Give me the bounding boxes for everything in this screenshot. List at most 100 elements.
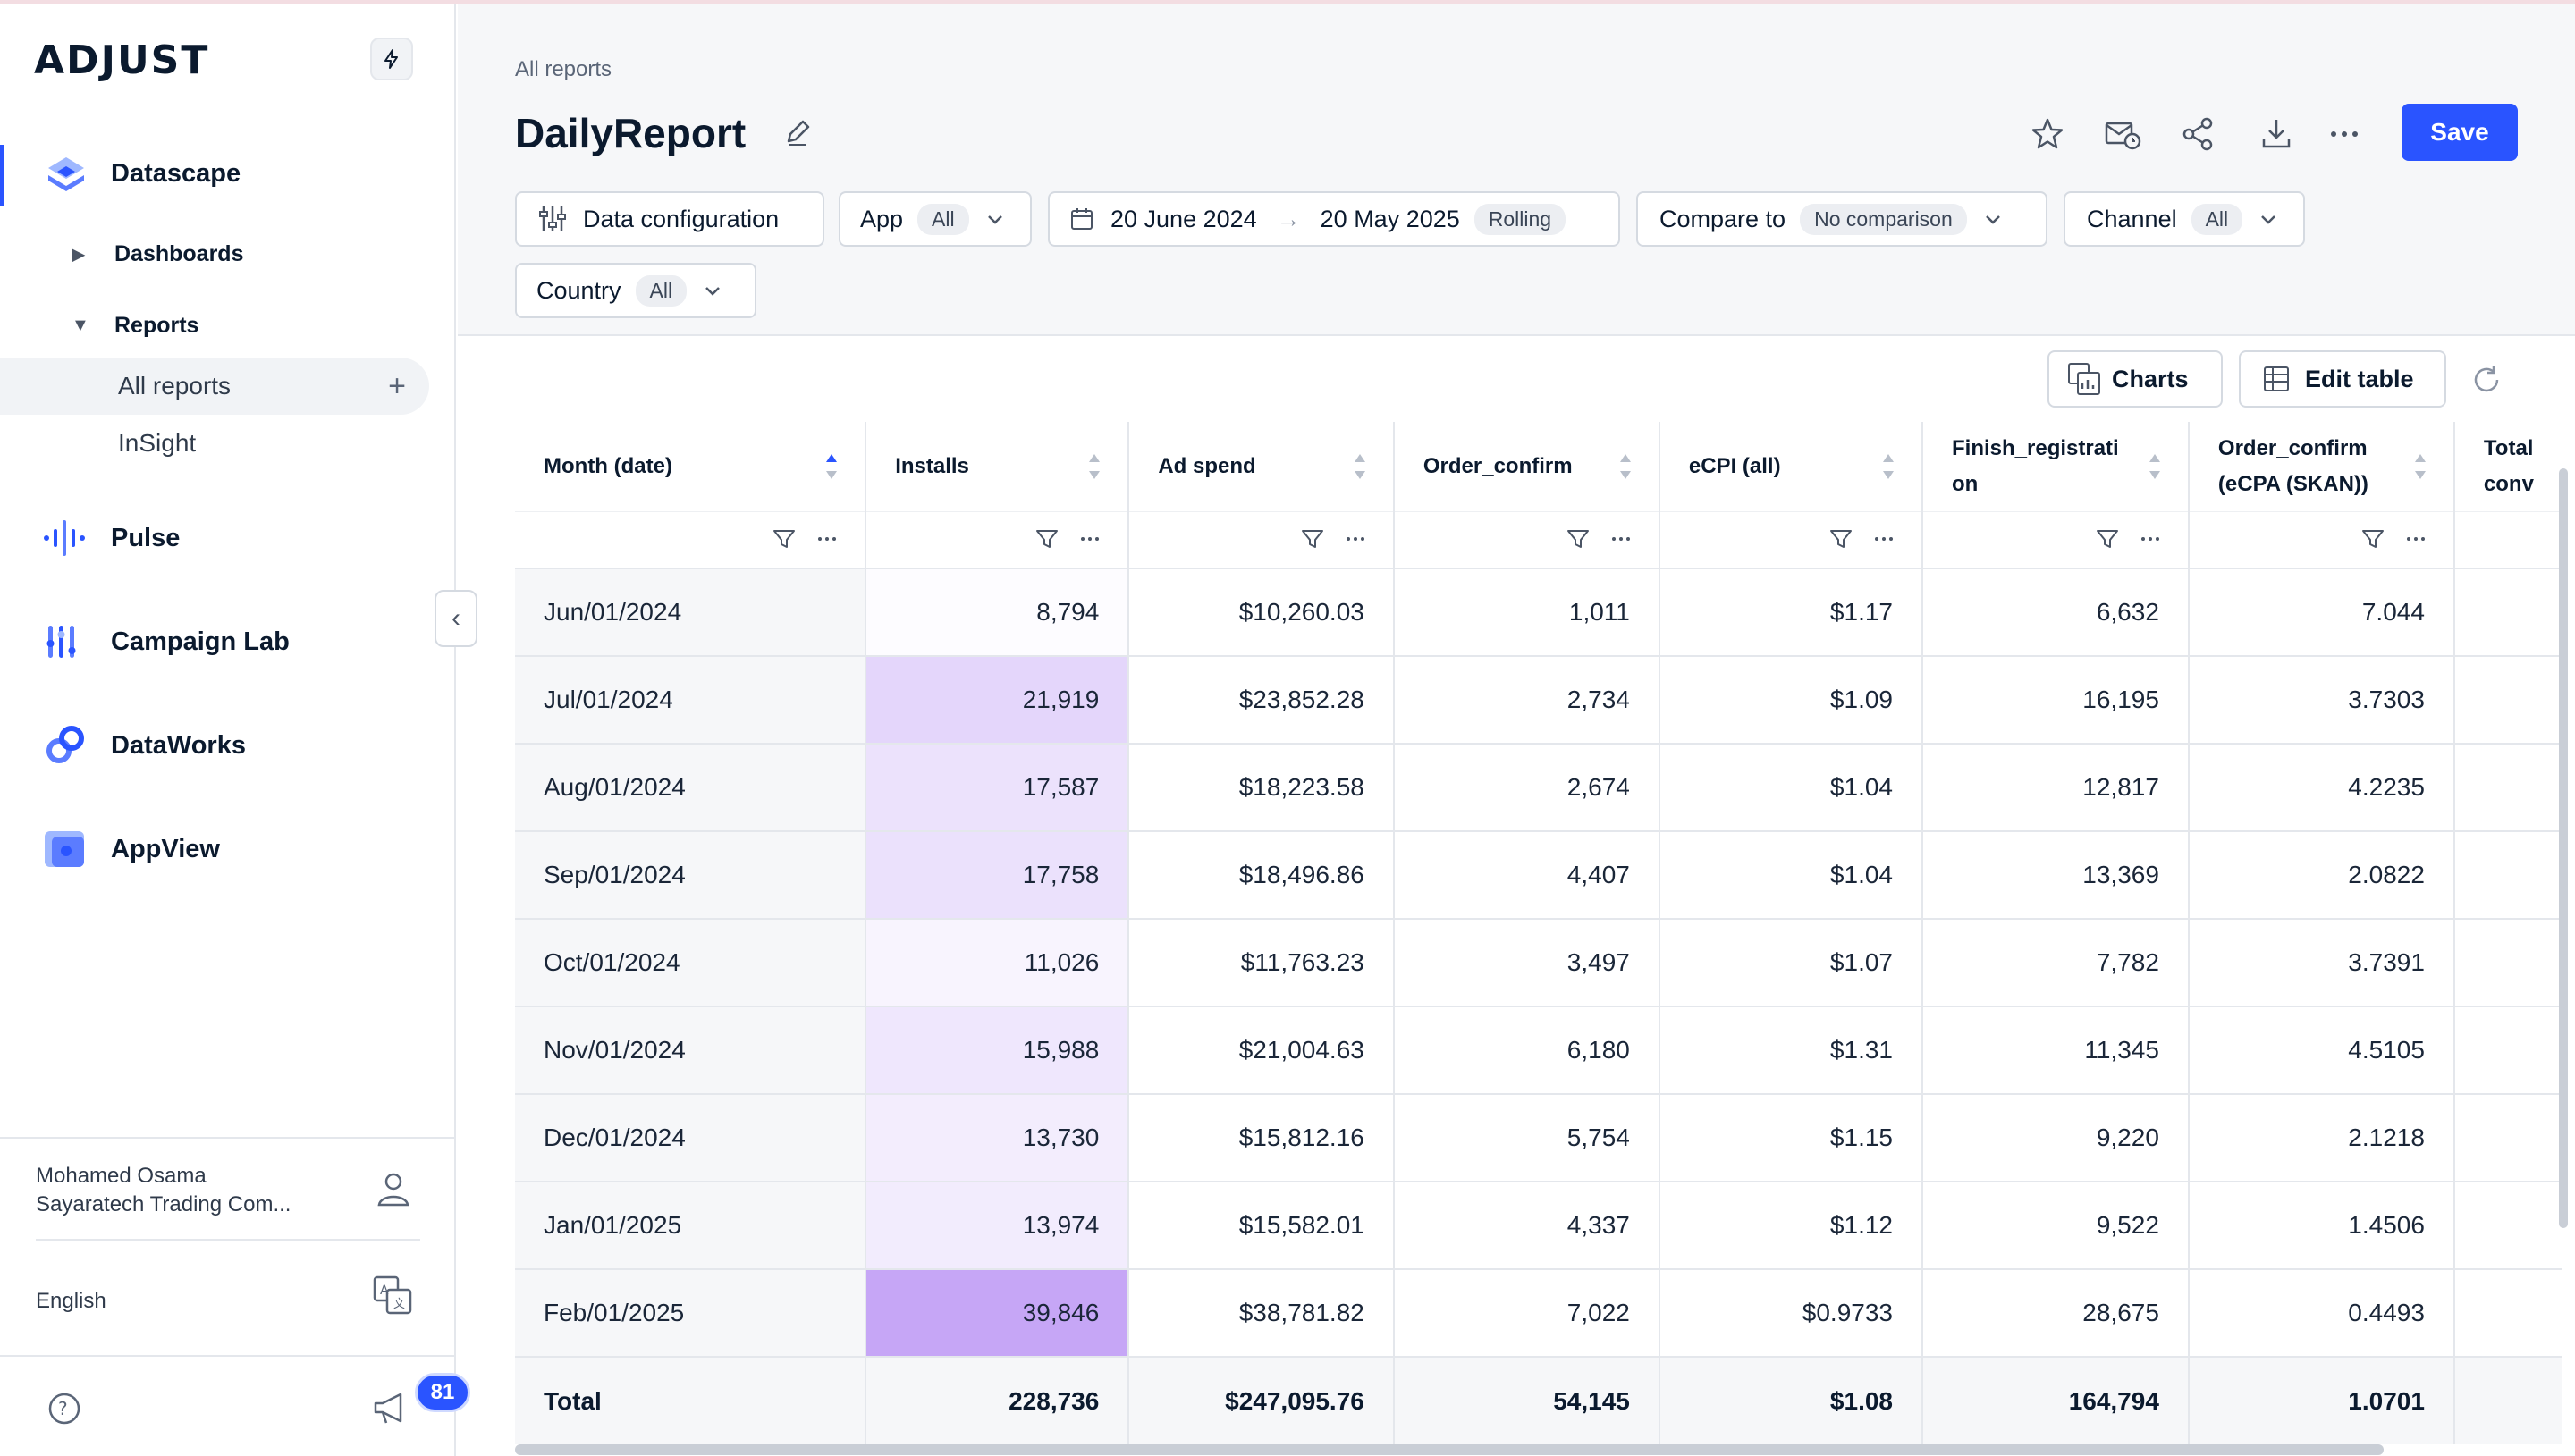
- column-menu-icon[interactable]: [816, 526, 838, 551]
- table-cell: [2453, 831, 2562, 920]
- total-cell: 228,736: [865, 1357, 1130, 1444]
- column-menu-icon[interactable]: [2405, 526, 2427, 551]
- column-header[interactable]: Order_confirm (eCPA (SKAN)): [2188, 422, 2455, 512]
- table-row[interactable]: Jun/01/2024 8,794 $10,260.03 1,011 $1.17 6,63…: [515, 568, 2562, 657]
- column-menu-icon[interactable]: [1079, 526, 1101, 551]
- sort-icon[interactable]: [2412, 450, 2428, 483]
- filter-icon[interactable]: [2360, 526, 2385, 551]
- column-header[interactable]: Total conv: [2453, 422, 2562, 512]
- nav-dataworks[interactable]: DataWorks: [0, 711, 454, 779]
- more-options-icon[interactable]: [2325, 114, 2364, 154]
- column-header[interactable]: Month (date): [515, 422, 867, 512]
- total-cell: $1.08: [1659, 1357, 1924, 1444]
- nav-all-reports-label: All reports: [118, 372, 232, 400]
- adjust-logo[interactable]: ADJUST: [34, 38, 210, 83]
- language-label[interactable]: English: [36, 1289, 106, 1313]
- table-cell: 11,026: [865, 919, 1130, 1007]
- collapse-sidebar-button[interactable]: ‹: [435, 590, 477, 647]
- download-icon[interactable]: [2257, 114, 2296, 154]
- filter-icon[interactable]: [1300, 526, 1325, 551]
- column-header-label-line2: (eCPA (SKAN)): [2217, 471, 2368, 496]
- translate-icon[interactable]: A文: [372, 1275, 413, 1316]
- add-report-icon[interactable]: +: [388, 368, 406, 403]
- nav-pulse[interactable]: Pulse: [0, 504, 454, 572]
- edit-table-button[interactable]: Edit table: [2239, 350, 2446, 408]
- share-icon[interactable]: [2178, 114, 2217, 154]
- edit-title-icon[interactable]: [780, 114, 815, 150]
- nav-campaign-lab[interactable]: Campaign Lab: [0, 608, 454, 676]
- table-row[interactable]: Dec/01/2024 13,730 $15,812.16 5,754 $1.15 9,2…: [515, 1094, 2562, 1182]
- filter-icon[interactable]: [2095, 526, 2120, 551]
- table-cell: 3,497: [1393, 919, 1660, 1007]
- column-menu-icon[interactable]: [1345, 526, 1366, 551]
- user-icon[interactable]: [374, 1169, 413, 1208]
- table-row[interactable]: Feb/01/2025 39,846 $38,781.82 7,022 $0.9733 2…: [515, 1269, 2562, 1358]
- row-date-cell: Sep/01/2024: [515, 831, 867, 920]
- column-header-label-line2: on: [1952, 471, 1979, 496]
- sort-icon[interactable]: [1617, 450, 1634, 483]
- table-cell: [2453, 1182, 2562, 1270]
- data-configuration-button[interactable]: Data configuration: [515, 191, 824, 247]
- refresh-icon[interactable]: [2469, 363, 2503, 397]
- breadcrumb[interactable]: All reports: [515, 57, 612, 81]
- column-header[interactable]: Order_confirm: [1393, 422, 1660, 512]
- main-content: All reports DailyReport Save Data config…: [458, 4, 2575, 1456]
- column-menu-icon[interactable]: [1610, 526, 1632, 551]
- date-range-picker[interactable]: 20 June 2024 → 20 May 2025 Rolling: [1048, 191, 1620, 247]
- schedule-email-icon[interactable]: [2103, 114, 2142, 154]
- help-icon[interactable]: ?: [46, 1391, 82, 1427]
- charts-button[interactable]: Charts: [2047, 350, 2223, 408]
- campaign-lab-icon: [46, 626, 76, 658]
- nav-appview[interactable]: AppView: [0, 815, 454, 883]
- column-header[interactable]: eCPI (all): [1659, 422, 1924, 512]
- vertical-scrollbar[interactable]: [2559, 468, 2568, 1228]
- table-row[interactable]: Nov/01/2024 15,988 $21,004.63 6,180 $1.31 11,…: [515, 1006, 2562, 1095]
- sidebar: ADJUST Datascape ▶ Dashboards ▼ Reports …: [0, 4, 477, 1456]
- save-button[interactable]: Save: [2402, 104, 2518, 161]
- column-menu-icon[interactable]: [2140, 526, 2161, 551]
- row-date-cell: Jul/01/2024: [515, 656, 867, 745]
- nav-all-reports[interactable]: All reports +: [0, 358, 429, 415]
- filter-icon[interactable]: [1034, 526, 1060, 551]
- filter-icon[interactable]: [1566, 526, 1591, 551]
- column-header[interactable]: Ad spend: [1128, 422, 1395, 512]
- table-row[interactable]: Oct/01/2024 11,026 $11,763.23 3,497 $1.07 7,7…: [515, 919, 2562, 1007]
- filter-icon[interactable]: [1828, 526, 1853, 551]
- channel-filter[interactable]: Channel All: [2064, 191, 2305, 247]
- table-cell: 4,407: [1393, 831, 1660, 920]
- table-row[interactable]: Jan/01/2025 13,974 $15,582.01 4,337 $1.12 9,5…: [515, 1182, 2562, 1270]
- column-header-label: eCPI (all): [1688, 453, 1781, 478]
- table-cell: 3.7391: [2188, 919, 2455, 1007]
- notification-badge[interactable]: 81: [415, 1373, 470, 1412]
- column-menu-icon[interactable]: [1873, 526, 1895, 551]
- sort-icon[interactable]: [1086, 450, 1102, 483]
- star-icon[interactable]: [2028, 114, 2067, 154]
- megaphone-icon[interactable]: [370, 1387, 411, 1428]
- country-filter[interactable]: Country All: [515, 263, 756, 318]
- nav-pulse-label: Pulse: [111, 523, 181, 552]
- sidebar-divider: [0, 1137, 454, 1139]
- app-filter[interactable]: App All: [839, 191, 1032, 247]
- sort-icon[interactable]: [2147, 450, 2163, 483]
- sort-icon[interactable]: [1880, 450, 1896, 483]
- nav-reports[interactable]: ▼ Reports: [0, 297, 454, 354]
- table-row[interactable]: Aug/01/2024 17,587 $18,223.58 2,674 $1.04 12,…: [515, 744, 2562, 832]
- sort-icon[interactable]: [1352, 450, 1368, 483]
- table-cell: $15,582.01: [1128, 1182, 1395, 1270]
- nav-datascape[interactable]: Datascape: [0, 139, 454, 207]
- horizontal-scrollbar[interactable]: [515, 1444, 2384, 1455]
- table-row[interactable]: Jul/01/2024 21,919 $23,852.28 2,734 $1.09 16,…: [515, 656, 2562, 745]
- sort-icon[interactable]: [823, 450, 840, 483]
- compare-to-filter[interactable]: Compare to No comparison: [1636, 191, 2047, 247]
- table-cell: 8,794: [865, 568, 1130, 657]
- chevron-down-icon: [705, 287, 720, 296]
- quick-actions-button[interactable]: [370, 38, 413, 80]
- filter-icon[interactable]: [772, 526, 797, 551]
- nav-dashboards[interactable]: ▶ Dashboards: [0, 225, 454, 282]
- column-header[interactable]: Installs: [865, 422, 1130, 512]
- app-filter-value: All: [917, 203, 969, 235]
- nav-insight[interactable]: InSight: [0, 415, 429, 472]
- table-cell: $10,260.03: [1128, 568, 1395, 657]
- column-header[interactable]: Finish_registrati on: [1922, 422, 2190, 512]
- table-row[interactable]: Sep/01/2024 17,758 $18,496.86 4,407 $1.04 13,…: [515, 831, 2562, 920]
